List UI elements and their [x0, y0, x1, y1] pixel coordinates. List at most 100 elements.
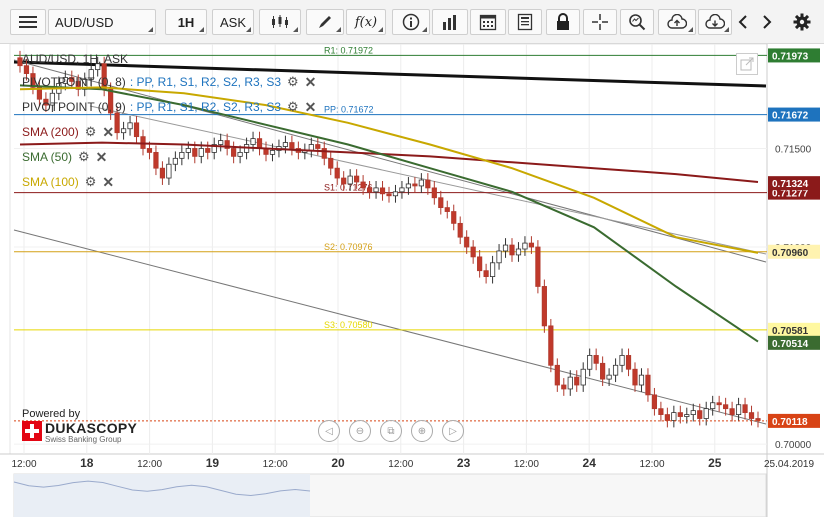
candle-body — [464, 236, 470, 248]
powered-by-label: Powered by — [22, 408, 81, 420]
close-icon[interactable]: ✕ — [102, 174, 115, 190]
volume-button[interactable] — [432, 9, 468, 35]
candle-body — [211, 144, 217, 153]
zoom-out-icon: ⊖ — [355, 425, 365, 437]
candle-body — [664, 414, 670, 421]
price-tag-current-bg — [768, 413, 820, 428]
candle-body — [30, 73, 36, 88]
settings-button[interactable] — [790, 9, 814, 35]
symbol-selector[interactable]: AUD/USD — [48, 9, 156, 35]
dropdown-corner-icon — [378, 27, 383, 32]
candle-body — [606, 374, 612, 380]
legend-pivot2[interactable]: PIVOTPOINT (0, 9) : PP, R1, S1, R2, S2, … — [22, 100, 316, 114]
zoom-in-button[interactable]: ⊕ — [411, 420, 433, 442]
navigator-window[interactable] — [14, 474, 310, 517]
chart-area[interactable]: 12:00 18 12:00 19 12:00 20 12:00 23 12:00 24 12:00… — [0, 44, 824, 517]
close-icon[interactable]: ✕ — [102, 124, 115, 140]
x-tick-label: 12:00 — [11, 459, 36, 470]
legend-sma200[interactable]: SMA (200) ⚙ ✕ — [22, 125, 114, 139]
candle-body — [509, 244, 515, 256]
candle-body — [431, 187, 437, 199]
candle-body — [328, 157, 334, 169]
scroll-right-button[interactable] — [756, 9, 778, 35]
legend-sma100[interactable]: SMA (100) ⚙ ✕ — [22, 175, 114, 189]
symbol-label: AUD/USD — [55, 14, 114, 30]
candle-body — [360, 181, 366, 189]
candle-body — [619, 355, 625, 366]
price-tag-sma-200: 0.71324 — [772, 179, 809, 190]
candle-body — [172, 157, 178, 165]
candle-body — [250, 138, 256, 145]
crosshair-button[interactable] — [583, 9, 617, 35]
chart-type-button[interactable] — [259, 9, 301, 35]
sma50-name: SMA (50) — [22, 150, 73, 164]
timeframe-selector[interactable]: 1H — [165, 9, 207, 35]
price-tag-r1-bg — [768, 48, 820, 63]
series-line-sma-200 — [19, 141, 759, 183]
candle-body — [651, 394, 658, 410]
download-button[interactable] — [698, 9, 732, 35]
chart-nav-controls: ◁ ⊖ ⧉ ⊕ ▷ — [318, 420, 473, 442]
y-tick-label: 0.70000 — [775, 440, 812, 451]
draw-tool-button[interactable] — [306, 9, 344, 35]
zoom-button[interactable] — [620, 9, 654, 35]
candle-body — [580, 368, 586, 386]
price-tag-sma-50: 0.70514 — [772, 339, 809, 350]
candle-body — [489, 262, 496, 277]
candle-body — [477, 256, 483, 272]
dropdown-corner-icon — [724, 27, 729, 32]
candle-body — [308, 144, 314, 151]
news-button[interactable] — [508, 9, 542, 35]
x-tick-label: 12:00 — [388, 459, 413, 470]
trendline-top — [13, 60, 767, 88]
nav-right-button[interactable]: ▷ — [442, 420, 464, 442]
zoom-icon — [629, 14, 646, 31]
pivot-label-s1: S1: 0.71276 — [324, 183, 373, 193]
candle-body — [710, 402, 716, 410]
gear-icon[interactable]: ⚙ — [84, 124, 97, 139]
close-icon[interactable]: ✕ — [304, 74, 317, 90]
candle-body — [645, 374, 651, 396]
candle-body — [528, 242, 535, 248]
candle-body — [729, 408, 735, 415]
lock-button[interactable] — [546, 9, 580, 35]
candle-body — [587, 355, 593, 370]
candle-body — [541, 286, 547, 327]
zoom-out-button[interactable]: ⊖ — [349, 420, 371, 442]
dropdown-corner-icon — [422, 27, 427, 32]
gear-icon[interactable]: ⚙ — [78, 149, 90, 164]
cloud-download-icon — [705, 14, 725, 29]
gear-icon[interactable]: ⚙ — [287, 74, 299, 89]
candle-body — [703, 408, 709, 419]
expand-button[interactable] — [736, 53, 758, 75]
candle-body — [671, 412, 677, 421]
close-icon[interactable]: ✕ — [95, 149, 108, 165]
candle-body — [256, 138, 263, 149]
candle-body — [366, 187, 373, 193]
x-tick-label: 12:00 — [514, 459, 539, 470]
close-icon[interactable]: ✕ — [304, 99, 317, 115]
bar-chart-icon — [443, 15, 456, 30]
info-button[interactable] — [392, 9, 430, 35]
swiss-cross-icon — [22, 421, 42, 441]
series-line-sma-100 — [19, 86, 759, 254]
price-tag-s1: 0.71277 — [772, 189, 809, 200]
gear-icon[interactable]: ⚙ — [84, 174, 97, 189]
candle-body — [638, 374, 645, 386]
nav-left-button[interactable]: ◁ — [318, 420, 340, 442]
timeframe-label: 1H — [177, 14, 195, 30]
candle-body — [269, 150, 276, 155]
candle-body — [554, 364, 560, 386]
price-chart[interactable]: 12:00 18 12:00 19 12:00 20 12:00 23 12:00 24 12:00… — [0, 44, 824, 517]
menu-button[interactable] — [10, 9, 46, 35]
side-selector[interactable]: ASK — [212, 9, 254, 35]
calendar-button[interactable] — [470, 9, 506, 35]
candle-body — [502, 244, 509, 252]
fit-button[interactable]: ⧉ — [380, 420, 402, 442]
legend-pivot1[interactable]: PIVOTPOINT (0, 8) : PP, R1, S1, R2, S2, … — [22, 75, 316, 89]
gear-icon[interactable]: ⚙ — [287, 99, 299, 114]
upload-button[interactable] — [658, 9, 696, 35]
indicators-button[interactable]: f(x) — [346, 9, 386, 35]
scroll-left-button[interactable] — [732, 9, 754, 35]
legend-sma50[interactable]: SMA (50) ⚙ ✕ — [22, 150, 107, 164]
